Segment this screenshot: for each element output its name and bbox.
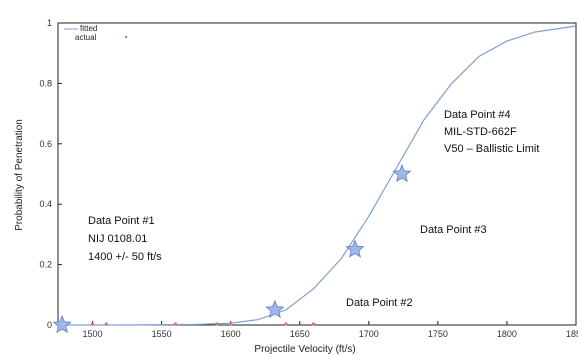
legend-box [60,24,140,42]
annotation-4-line-3: V50 – Ballistic Limit [444,143,539,155]
x-tick-label: 1600 [221,329,241,339]
y-tick-label: 0.2 [39,260,52,270]
actual-point [104,322,108,326]
highlight-star [52,314,72,334]
annotation-2-line-1: Data Point #2 [346,297,413,309]
annotation-data-point-1: Data Point #1 NIJ 0108.01 1400 +/- 50 ft… [88,215,162,263]
annotation-4-line-1: Data Point #4 [444,109,511,121]
actual-point [173,322,178,326]
y-axis-label: Probability of Penetration [14,119,25,231]
x-tick-label: 1700 [359,329,379,339]
x-tick-label: 1800 [497,329,517,339]
y-tick-label: 0.6 [39,139,52,149]
y-tick-label: 1 [47,18,52,28]
annotation-data-point-3: Data Point #3 [420,224,487,236]
y-tick-label: 0 [47,320,52,330]
annotation-data-point-2: Data Point #2 [346,297,413,309]
x-axis-ticks: 1500 1550 1600 1650 1700 1750 1800 1850 [83,321,578,339]
legend-fitted-label: fitted [80,24,97,33]
x-tick-label: 1550 [152,329,172,339]
annotation-1-line-2: NIJ 0108.01 [88,233,147,245]
annotation-data-point-4: Data Point #4 MIL-STD-662F V50 – Ballist… [444,109,539,155]
actual-series-points [90,322,316,326]
actual-point [215,322,219,326]
x-tick-label: 1650 [290,329,310,339]
fitted-series-line [58,25,577,326]
actual-point [311,322,316,326]
annotation-1-line-3: 1400 +/- 50 ft/s [88,251,162,263]
y-tick-label: 0.4 [39,199,52,209]
x-axis-label: Projectile Velocity (ft/s) [254,344,355,355]
actual-point [284,322,288,326]
annotation-1-line-1: Data Point #1 [88,215,155,227]
highlight-star [392,163,412,183]
x-tick-label: 1850 [566,329,578,339]
x-tick-label: 1500 [83,329,103,339]
x-tick-label: 1750 [428,329,448,339]
legend-actual-label: actual [75,33,97,42]
legend-actual-swatch [124,35,128,39]
annotation-4-line-2: MIL-STD-662F [444,126,517,138]
annotation-3-line-1: Data Point #3 [420,224,487,236]
plot-area [57,22,577,326]
highlight-star [265,299,285,319]
actual-point [90,322,95,326]
actual-point [229,322,233,326]
y-axis-ticks: 0 0.2 0.4 0.6 0.8 1 [39,18,62,330]
highlighted-data-points [52,163,412,334]
highlight-star [345,239,365,258]
legend: fitted actual [60,24,140,42]
y-tick-label: 0.8 [39,78,52,88]
